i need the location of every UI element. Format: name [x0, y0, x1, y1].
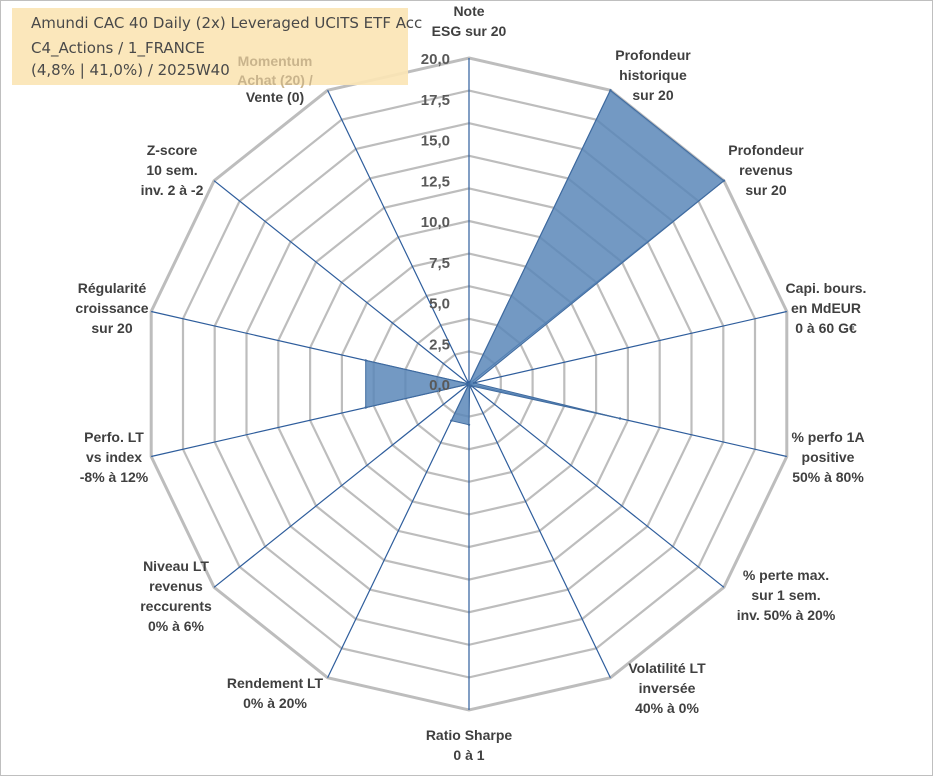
tick-label: 15,0 — [421, 133, 450, 150]
chart-title-line-3: (4,8% | 41,0%) / 2025W40 — [31, 61, 230, 79]
tick-label: 12,5 — [421, 173, 450, 190]
data-point — [364, 359, 367, 362]
axis-label-line: revenus — [149, 578, 203, 594]
axis-label-line: vs index — [86, 449, 142, 465]
data-point — [472, 381, 475, 385]
axis-label: Capi. bours. en MdEUR 0 à 60 G€ — [786, 280, 867, 336]
data-point — [470, 384, 473, 388]
axis-spoke — [213, 180, 470, 385]
tick-label: 7,5 — [429, 255, 450, 272]
data-layer — [364, 89, 726, 426]
axis-spoke — [213, 383, 470, 588]
axis-label-line: Niveau LT — [143, 558, 209, 574]
axis-label: Volatilité LT inversée 40% à 0% — [628, 660, 706, 716]
axis-label-line: sur 20 — [91, 320, 132, 336]
axis-label-momentum-line-1: Momentum — [237, 53, 313, 69]
data-point — [722, 179, 726, 182]
chart-title-line-1: Amundi CAC 40 Daily (2x) Leveraged UCITS… — [31, 14, 423, 32]
axis-label: Vente (0) — [246, 89, 304, 105]
axis-spoke — [468, 383, 725, 588]
axis-label: Z-score 10 sem. inv. 2 à -2 — [141, 142, 204, 198]
axis-label-line: Perfo. LT — [84, 429, 144, 445]
axis-label-line: -8% à 12% — [80, 469, 149, 485]
axis-spoke — [327, 90, 470, 385]
axis-label-line: en MdEUR — [791, 300, 861, 316]
axis-label-line: 0 à 1 — [453, 747, 484, 763]
axis-label-line: revenus — [739, 162, 793, 178]
axis-label: % perte max. sur 1 sem. inv. 50% à 20% — [737, 567, 836, 623]
axis-label-line: % perfo 1A — [791, 429, 864, 445]
axis-label-line: sur 20 — [632, 87, 673, 103]
axis-label-line: inv. 2 à -2 — [141, 182, 204, 198]
axis-label-line: Profondeur — [615, 47, 691, 63]
axis-label: % perfo 1A positive 50% à 80% — [791, 429, 864, 485]
axis-label-line: ESG sur 20 — [432, 23, 507, 39]
axis-label-line: reccurents — [140, 598, 212, 614]
data-point — [609, 89, 612, 92]
axis-label: Rendement LT 0% à 20% — [227, 675, 324, 711]
axis-label: Ratio Sharpe 0 à 1 — [426, 727, 513, 763]
tick-label: 10,0 — [421, 214, 450, 231]
data-point — [467, 423, 471, 426]
axis-label-line: historique — [619, 67, 687, 83]
axis-spoke — [327, 383, 470, 678]
axis-label-line: sur 20 — [745, 182, 786, 198]
axis-label-momentum-line-2: Achat (20) / — [237, 72, 313, 88]
data-point — [450, 419, 453, 422]
chart-title-line-2: C4_Actions / 1_FRANCE — [31, 39, 205, 57]
axis-spoke — [468, 383, 611, 678]
axis-label-line: Note — [453, 3, 484, 19]
axis-label-line: Régularité — [78, 280, 147, 296]
axis-label: Profondeur revenus sur 20 — [728, 142, 804, 198]
axis-label: Régularité croissance sur 20 — [75, 280, 148, 336]
tick-label: 0,0 — [429, 377, 450, 394]
axis-label-line: sur 1 sem. — [751, 587, 820, 603]
axis-labels: Note ESG sur 20 Profondeur historique sur 20… — [75, 3, 866, 763]
data-point — [364, 406, 367, 409]
data-point — [467, 382, 471, 386]
tick-label: 17,5 — [421, 92, 450, 109]
axis-label-line: 0% à 6% — [148, 618, 205, 634]
axis-spoke — [468, 310, 787, 385]
title-box: Amundi CAC 40 Daily (2x) Leveraged UCITS… — [12, 8, 422, 85]
tick-labels: 0,0 2,5 5,0 7,5 10,0 12,5 15,0 17,5 20,0 — [421, 51, 450, 394]
axis-label-line: 50% à 80% — [792, 469, 864, 485]
axis-label: Niveau LT revenus reccurents 0% à 6% — [140, 558, 212, 634]
axis-label-line: 40% à 0% — [635, 700, 699, 716]
tick-label: 20,0 — [421, 51, 450, 68]
axis-label-line: 0% à 20% — [243, 695, 307, 711]
axis-label-line: 0 à 60 G€ — [795, 320, 857, 336]
tick-label: 5,0 — [429, 296, 450, 313]
axis-label: Perfo. LT vs index -8% à 12% — [80, 429, 149, 485]
axis-label-line: positive — [802, 449, 855, 465]
axis-label-line: Z-score — [147, 142, 198, 158]
axis-label-line: croissance — [75, 300, 148, 316]
axis-label-line: Capi. bours. — [786, 280, 867, 296]
axis-label: Profondeur historique sur 20 — [615, 47, 691, 103]
axis-label-line: Ratio Sharpe — [426, 727, 513, 743]
axis-label-line: % perte max. — [743, 567, 829, 583]
axis-label-line: Rendement LT — [227, 675, 324, 691]
axis-label-line: Volatilité LT — [628, 660, 706, 676]
axis-label-line: inversée — [639, 680, 696, 696]
axis-label-line: 10 sem. — [146, 162, 197, 178]
axis-label: Note ESG sur 20 — [432, 3, 507, 39]
axis-label-line: Profondeur — [728, 142, 804, 158]
axis-label-momentum-overlay: Momentum Achat (20) / — [220, 52, 330, 90]
data-point — [618, 417, 622, 420]
axis-label-line: inv. 50% à 20% — [737, 607, 836, 623]
tick-label: 2,5 — [429, 336, 450, 353]
